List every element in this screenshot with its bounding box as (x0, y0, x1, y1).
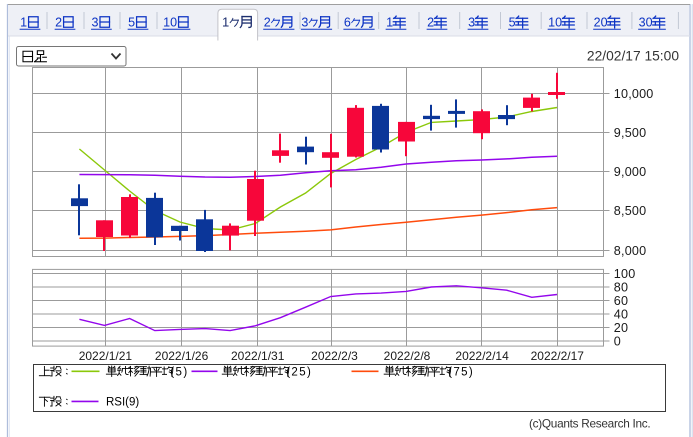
svg-text:3: 3 (92, 15, 99, 29)
svg-text:2022/2/14: 2022/2/14 (455, 349, 509, 363)
svg-text:80: 80 (614, 281, 628, 295)
svg-text:8,500: 8,500 (614, 204, 647, 218)
svg-text:3: 3 (468, 15, 475, 29)
svg-text:6: 6 (344, 15, 351, 29)
svg-text:2022/1/21: 2022/1/21 (79, 349, 133, 363)
svg-text:(75): (75) (448, 366, 474, 378)
svg-text:0: 0 (614, 335, 621, 349)
svg-text:22/02/17 15:00: 22/02/17 15:00 (587, 49, 679, 64)
svg-text:10: 10 (163, 15, 177, 29)
svg-text:5: 5 (509, 15, 516, 29)
svg-text:(5): (5) (170, 366, 188, 378)
svg-text:2022/2/17: 2022/2/17 (531, 349, 585, 363)
svg-text:9,000: 9,000 (614, 165, 647, 179)
svg-text:9,500: 9,500 (614, 126, 647, 140)
svg-text:40: 40 (614, 308, 628, 322)
svg-text:5: 5 (128, 15, 135, 29)
svg-text:60: 60 (614, 294, 628, 308)
svg-text:2022/1/26: 2022/1/26 (155, 349, 209, 363)
svg-text:10: 10 (548, 15, 562, 29)
svg-text:(c)Quants Research Inc.: (c)Quants Research Inc. (529, 416, 650, 430)
svg-text:1: 1 (20, 15, 27, 29)
svg-text:30: 30 (639, 15, 653, 29)
svg-text:2: 2 (427, 15, 434, 29)
svg-text:20: 20 (594, 15, 608, 29)
svg-text:1: 1 (222, 15, 229, 30)
svg-text:RSI(9): RSI(9) (106, 397, 139, 409)
svg-text:2022/1/31: 2022/1/31 (231, 349, 285, 363)
svg-text:1: 1 (386, 15, 393, 29)
svg-text:(25): (25) (286, 366, 312, 378)
svg-text:20: 20 (614, 321, 628, 335)
svg-text:2022/2/3: 2022/2/3 (311, 349, 358, 363)
svg-text:2022/2/8: 2022/2/8 (384, 349, 431, 363)
svg-text:100: 100 (614, 267, 636, 281)
svg-text:2: 2 (55, 15, 62, 29)
svg-text:2: 2 (264, 15, 271, 29)
svg-text:8,000: 8,000 (614, 244, 647, 258)
svg-text:3: 3 (301, 15, 308, 29)
svg-text:10,000: 10,000 (614, 87, 654, 101)
